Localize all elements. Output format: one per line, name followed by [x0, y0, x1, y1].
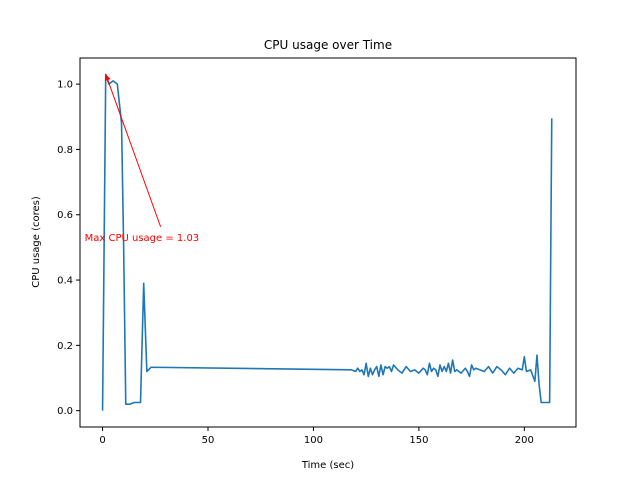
x-tick-label: 200 [515, 435, 534, 446]
x-tick-label: 0 [99, 435, 105, 446]
y-tick-label: 1.0 [57, 80, 73, 91]
y-tick-label: 0.8 [57, 145, 73, 156]
y-tick-label: 0.6 [57, 210, 73, 221]
x-tick-label: 100 [304, 435, 323, 446]
plot-area: Max CPU usage = 1.03 [85, 73, 553, 411]
x-axis: 0 50 100 150 200 [99, 427, 534, 446]
axes-frame [79, 57, 577, 428]
annotation-label: Max CPU usage = 1.03 [85, 233, 200, 244]
series-line [101, 73, 553, 411]
y-axis: 0.0 0.2 0.4 0.6 0.8 1.0 [57, 80, 80, 417]
y-tick-label: 0.4 [57, 276, 73, 287]
y-axis-label: CPU usage (cores) [31, 196, 42, 288]
y-tick-label: 0.0 [57, 406, 73, 417]
x-axis-label: Time (sec) [301, 460, 354, 471]
x-tick-label: 50 [202, 435, 215, 446]
y-tick-label: 0.2 [57, 341, 73, 352]
x-tick-label: 150 [409, 435, 428, 446]
annotation-arrow [105, 74, 162, 228]
annotation-arrowhead [104, 74, 111, 81]
chart-title: CPU usage over Time [264, 38, 392, 52]
